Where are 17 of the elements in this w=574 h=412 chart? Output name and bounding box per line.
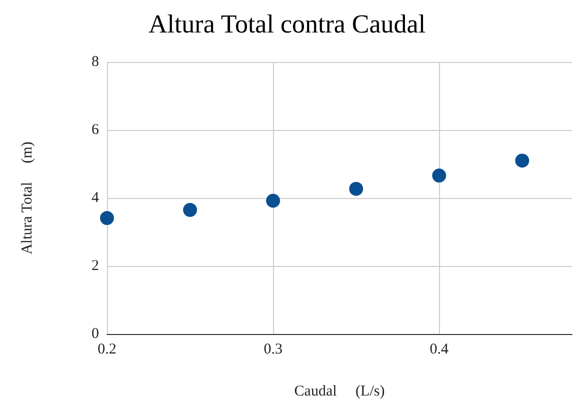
point: [266, 194, 280, 208]
y-tick-label: 4: [92, 190, 100, 206]
y-tick-label: 0: [92, 326, 99, 342]
y-tick-label: 6: [92, 122, 100, 138]
y-axis-title: Altura Total (m): [20, 142, 36, 254]
y-tick-label: 8: [92, 54, 99, 70]
x-axis-title: Caudal (L/s): [294, 384, 385, 400]
point: [515, 154, 530, 168]
x-tick-label: 0.2: [98, 342, 116, 358]
y-tick-label: 2: [92, 258, 99, 274]
point: [432, 168, 446, 183]
point: [183, 202, 198, 217]
x-tick-label: 0.3: [264, 342, 282, 358]
point: [349, 182, 364, 196]
point: [100, 211, 114, 226]
x-tick-label: 0.4: [430, 342, 450, 358]
chart-title: Altura Total contra Caudal: [148, 10, 426, 38]
